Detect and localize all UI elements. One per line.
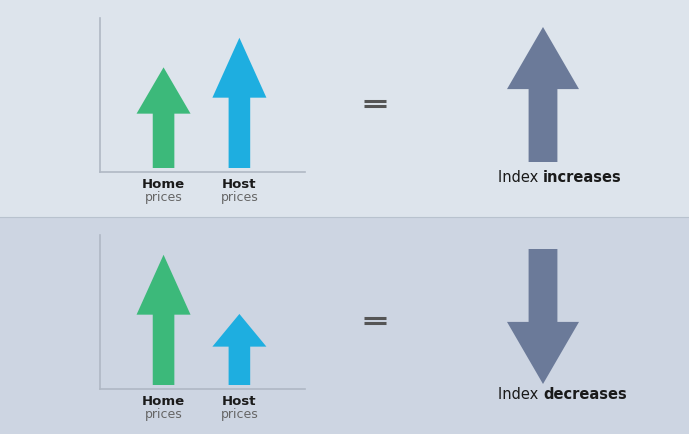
- Polygon shape: [212, 38, 267, 168]
- Text: Index: Index: [498, 170, 543, 185]
- Text: prices: prices: [220, 191, 258, 204]
- Polygon shape: [507, 249, 579, 384]
- Text: prices: prices: [220, 408, 258, 421]
- Text: Host: Host: [222, 395, 256, 408]
- Polygon shape: [136, 67, 191, 168]
- Text: prices: prices: [145, 191, 183, 204]
- Polygon shape: [507, 27, 579, 162]
- Text: Index: Index: [498, 387, 543, 402]
- Polygon shape: [136, 255, 191, 385]
- Text: increases: increases: [543, 170, 621, 185]
- Bar: [0, 0, 689, 217]
- Polygon shape: [212, 314, 267, 385]
- Text: prices: prices: [145, 408, 183, 421]
- Text: Host: Host: [222, 178, 256, 191]
- Bar: [0, 217, 689, 434]
- Text: decreases: decreases: [543, 387, 627, 402]
- Text: Home: Home: [142, 178, 185, 191]
- Text: Home: Home: [142, 395, 185, 408]
